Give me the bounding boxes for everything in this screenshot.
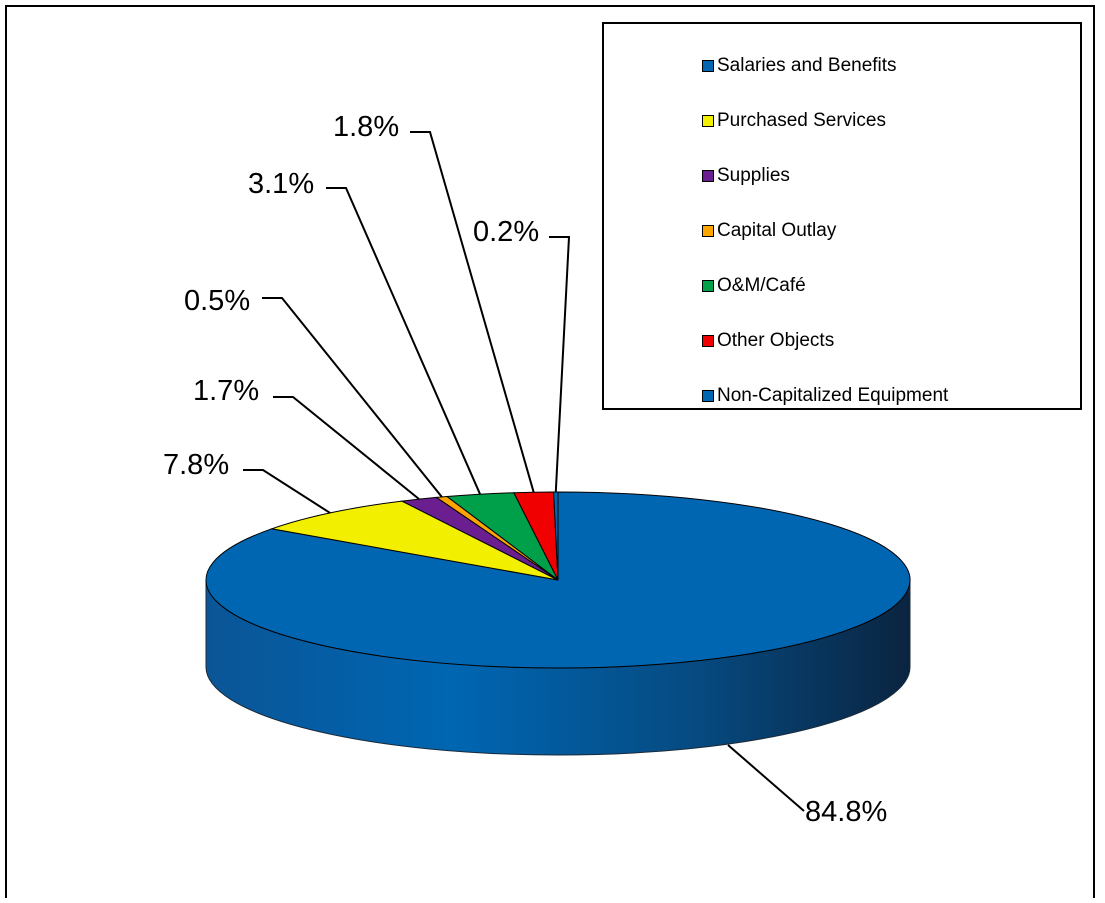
data-labels: 84.8% 7.8% 1.7% 0.5% 3.1% 1.8% 0.2% [163, 111, 887, 828]
legend-swatch [702, 59, 714, 72]
legend-swatch [702, 169, 714, 182]
data-label-salaries-and-benefits: 84.8% [805, 796, 887, 828]
legend-item-oandm-cafe: O&M/Café [604, 258, 1080, 313]
pie-top-surface [205, 491, 911, 669]
leader-line-other-objects [410, 131, 535, 493]
leader-lines [243, 131, 805, 812]
legend-item-other-objects: Other Objects [604, 313, 1080, 368]
legend: Salaries and Benefits Purchased Services S… [602, 22, 1082, 410]
legend-label: Non-Capitalized Equipment [717, 384, 949, 406]
legend-item-non-capitalized-equipment: Non-Capitalized Equipment [604, 368, 1080, 423]
data-label-oandm-cafe: 3.1% [248, 168, 314, 200]
leader-line-salaries-and-benefits [727, 744, 805, 812]
legend-item-salaries-and-benefits: Salaries and Benefits [604, 38, 1080, 93]
leader-line-oandm-cafe [326, 187, 481, 495]
data-label-purchased-services: 7.8% [163, 449, 229, 481]
leader-line-capital-outlay [262, 297, 443, 498]
legend-swatch [702, 389, 714, 402]
legend-item-capital-outlay: Capital Outlay [604, 203, 1080, 258]
legend-swatch [702, 334, 714, 347]
leader-line-non-capitalized-equipment [549, 236, 571, 493]
legend-swatch [702, 224, 714, 237]
legend-label: Supplies [717, 164, 790, 186]
legend-label: Other Objects [717, 329, 835, 351]
legend-item-supplies: Supplies [604, 148, 1080, 203]
legend-swatch [702, 279, 714, 292]
legend-label: O&M/Café [717, 274, 806, 296]
chart-frame [5, 5, 1095, 898]
leader-line-purchased-services [243, 469, 331, 514]
legend-swatch [702, 114, 714, 127]
data-label-supplies: 1.7% [193, 375, 259, 407]
leader-line-supplies [273, 396, 420, 500]
pie-slice-non-capitalized-equipment [553, 491, 559, 581]
data-label-non-capitalized-equipment: 0.2% [473, 216, 539, 248]
data-label-capital-outlay: 0.5% [184, 285, 250, 317]
legend-label: Capital Outlay [717, 219, 837, 241]
data-label-other-objects: 1.8% [333, 111, 399, 143]
legend-label: Purchased Services [717, 109, 886, 131]
legend-label: Salaries and Benefits [717, 54, 897, 76]
legend-item-purchased-services: Purchased Services [604, 93, 1080, 148]
